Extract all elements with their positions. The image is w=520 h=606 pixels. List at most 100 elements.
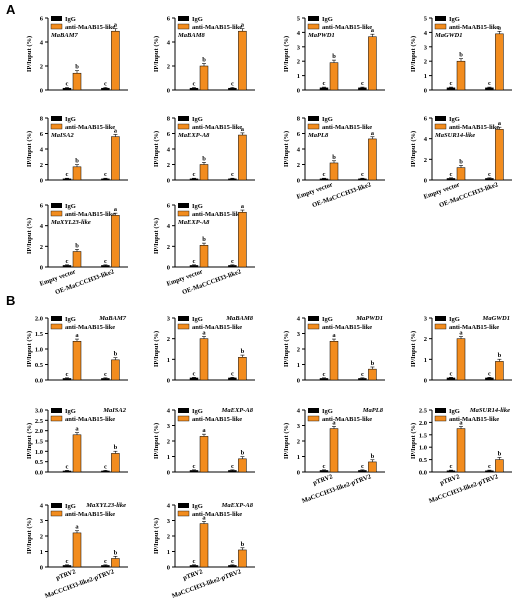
y-tick-label: 1 <box>424 73 427 80</box>
y-tick-label: 4 <box>424 136 428 143</box>
legend-swatch-igg <box>51 503 62 508</box>
chart-title: MaPWD1 <box>307 32 335 39</box>
legend-swatch-anti <box>177 510 190 517</box>
y-tick-label: 4 <box>167 147 171 154</box>
y-axis-label: IP/Input (%) <box>283 131 290 167</box>
significance-label: c <box>193 558 196 565</box>
y-tick-label: 2 <box>167 336 170 343</box>
bar <box>101 178 110 181</box>
y-tick-label: 2 <box>297 162 300 169</box>
significance-label: c <box>66 171 69 178</box>
legend-label-igg: IgG <box>449 316 460 323</box>
significance-label: b <box>241 348 245 355</box>
y-tick-label: 4 <box>167 40 171 47</box>
significance-label: c <box>323 463 326 470</box>
bar <box>446 178 456 181</box>
significance-label: b <box>241 541 245 548</box>
bar <box>111 215 120 268</box>
legend-label-anti: anti-MaAB15-like <box>65 324 115 331</box>
bar <box>319 178 329 181</box>
legend-label-anti: anti-MaAB15-like <box>65 24 115 31</box>
bar <box>329 62 339 91</box>
significance-label: c <box>66 258 69 265</box>
significance-label: b <box>459 52 463 59</box>
legend-label-anti: anti-MaAB15-like <box>192 511 242 518</box>
legend-swatch-igg <box>435 16 446 21</box>
significance-label: c <box>193 370 196 377</box>
y-tick-label: 0 <box>40 265 43 272</box>
significance-label: b <box>202 56 206 63</box>
y-tick-label: 6 <box>40 131 44 138</box>
significance-label: a <box>114 206 118 213</box>
y-tick-label: 2 <box>424 59 427 66</box>
legend-swatch-anti <box>177 323 190 330</box>
legend-swatch-anti <box>50 415 63 422</box>
significance-label: b <box>459 158 463 165</box>
y-tick-label: 1 <box>297 362 300 369</box>
legend-swatch-igg <box>51 116 62 121</box>
significance-label: b <box>498 352 502 359</box>
bar <box>62 178 72 181</box>
significance-label: c <box>488 370 491 377</box>
bar <box>62 265 72 268</box>
significance-label: b <box>75 158 79 165</box>
legend-label-anti: anti-MaAB15-like <box>192 124 242 131</box>
y-tick-label: 2.5 <box>419 408 428 415</box>
legend-label-igg: IgG <box>192 503 203 510</box>
bar <box>111 30 120 91</box>
y-tick-label: 4 <box>40 40 44 47</box>
significance-label: b <box>202 236 206 243</box>
significance-label: b <box>371 360 375 367</box>
x-tick-label: MaCCCH33-like2-pTRV2 <box>428 473 499 505</box>
legend-label-igg: IgG <box>192 116 203 123</box>
legend-label-anti: anti-MaAB15-like <box>322 324 372 331</box>
significance-label: c <box>104 171 107 178</box>
significance-label: a <box>241 126 245 133</box>
significance-label: b <box>114 351 118 358</box>
legend-label-anti: anti-MaAB15-like <box>65 416 115 423</box>
y-axis-label: IP/Input (%) <box>283 36 290 72</box>
significance-label: a <box>498 120 502 127</box>
chart-title: MaSUR14-like <box>434 132 475 139</box>
y-tick-label: 3 <box>167 518 171 525</box>
chart-title: MaISA2 <box>102 407 127 414</box>
legend-swatch-igg <box>178 316 189 321</box>
y-axis-label: IP/Input (%) <box>410 331 417 367</box>
bar <box>62 87 72 91</box>
bar <box>228 178 237 181</box>
significance-label: c <box>450 80 453 87</box>
y-axis-label: IP/Input (%) <box>410 423 417 459</box>
legend-swatch-anti <box>307 323 320 330</box>
legend-label-anti: anti-MaAB15-like <box>65 124 115 131</box>
legend-label-igg: IgG <box>65 316 76 323</box>
x-tick-label: pTRV2 <box>312 473 334 487</box>
significance-label: c <box>193 463 196 470</box>
y-tick-label: 1.0 <box>419 445 427 452</box>
chart-title: MaXYL23-like <box>50 219 91 226</box>
significance-label: a <box>75 426 79 433</box>
legend-swatch-anti <box>177 210 190 217</box>
legend-swatch-anti <box>50 210 63 217</box>
bar <box>189 470 199 473</box>
bar <box>199 523 209 568</box>
y-tick-label: 6 <box>40 16 44 23</box>
y-tick-label: 0 <box>167 265 170 272</box>
bar <box>228 470 237 473</box>
y-tick-label: 2.0 <box>35 316 43 323</box>
y-axis-label: IP/Input (%) <box>283 331 290 367</box>
chart-title: MaEXP-A8 <box>177 219 210 226</box>
legend-swatch-igg <box>308 116 319 121</box>
y-tick-label: 4 <box>40 223 44 230</box>
significance-label: c <box>361 80 364 87</box>
bar <box>72 166 82 181</box>
bar <box>199 65 209 91</box>
y-tick-label: 1 <box>40 549 43 556</box>
bar <box>446 377 456 381</box>
bar <box>456 60 466 91</box>
bar <box>62 470 72 473</box>
bar <box>111 558 120 568</box>
bar <box>358 470 367 473</box>
legend-label-igg: IgG <box>65 503 76 510</box>
y-tick-label: 0 <box>424 178 427 185</box>
y-axis-label: IP/Input (%) <box>26 218 33 254</box>
